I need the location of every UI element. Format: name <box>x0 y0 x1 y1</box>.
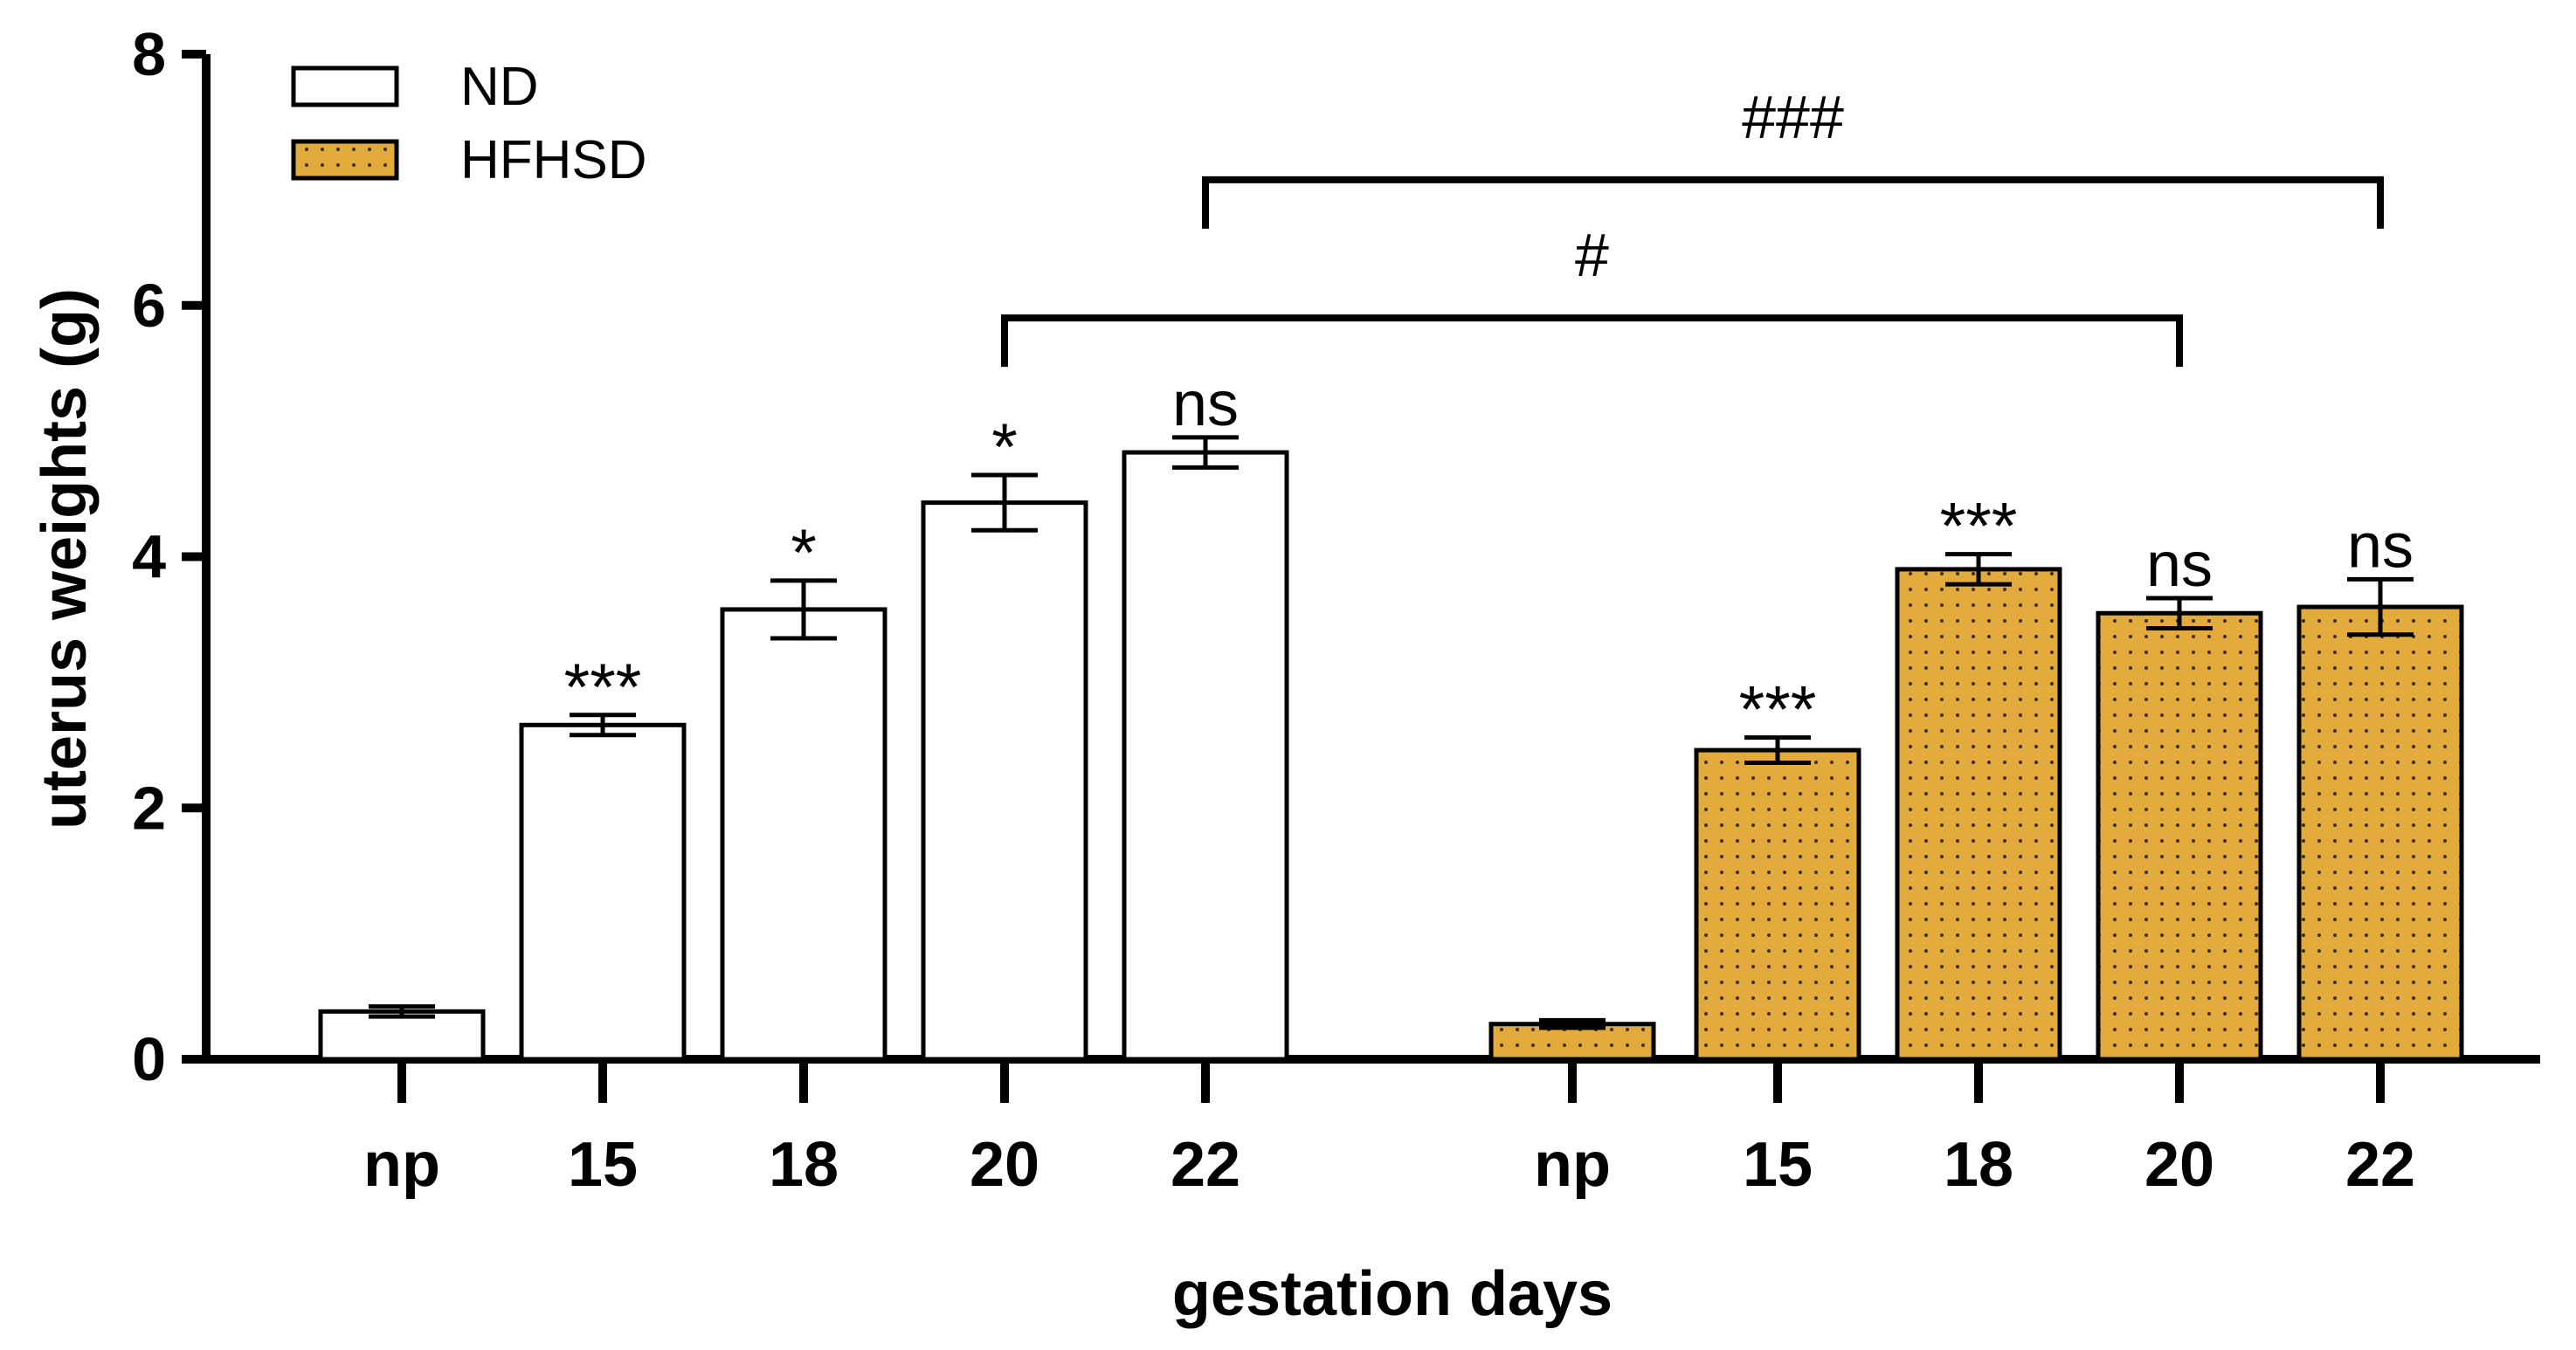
y-ticks: 0 2 4 6 8 <box>132 20 206 1093</box>
significance-label: * <box>991 410 1018 485</box>
bar-hfhsd-18 <box>1895 567 2062 1062</box>
x-tick-label: np <box>363 1130 440 1200</box>
legend-label-hfhsd: HFHSD <box>460 130 647 190</box>
bar-hfhsd-15 <box>1694 747 1861 1062</box>
y-tick-label: 0 <box>132 1025 166 1093</box>
comparison-bracket <box>1001 314 2183 368</box>
significance-label: ns <box>2347 511 2414 581</box>
x-tick-label: 22 <box>1171 1130 1240 1200</box>
y-tick-label: 6 <box>132 272 166 340</box>
x-tick-label: 20 <box>2144 1130 2214 1200</box>
significance-label: ns <box>1172 369 1239 439</box>
significance-label: *** <box>564 651 642 725</box>
significance-label: ns <box>2146 530 2213 600</box>
bar-hfhsd-20 <box>2096 610 2263 1062</box>
comparison-brackets: #### <box>1001 83 2384 368</box>
y-axis-label: uterus weights (g) <box>30 288 100 830</box>
bar-nd-np <box>318 1009 486 1062</box>
bar-nd-20 <box>921 500 1088 1062</box>
x-tick-label: 15 <box>568 1130 638 1200</box>
x-tick-label: 18 <box>1944 1130 2013 1200</box>
legend-label-nd: ND <box>460 57 539 117</box>
x-tick-label: 18 <box>769 1130 839 1200</box>
significance-label: *** <box>1940 490 2018 564</box>
bars: *****ns******ns ns <box>318 369 2464 1062</box>
significance-label: *** <box>1739 673 1817 747</box>
significance-label: * <box>791 516 817 590</box>
bar-nd-15 <box>519 722 687 1062</box>
bar-nd-22 <box>1122 450 1289 1062</box>
comparison-label: ### <box>1742 83 1844 151</box>
x-tick-label: 20 <box>970 1130 1039 1200</box>
legend: ND HFHSD <box>291 57 647 190</box>
x-tick-label: np <box>1534 1130 1611 1200</box>
x-tick-label: 22 <box>2345 1130 2415 1200</box>
x-axis-label: gestation days <box>1172 1259 1613 1329</box>
x-ticks: np 15 18 20 22 np 15 18 20 22 <box>363 1059 2415 1200</box>
legend-swatch-hfhsd <box>291 139 399 181</box>
y-tick-label: 2 <box>132 774 166 842</box>
y-tick-label: 4 <box>132 523 166 591</box>
legend-swatch-nd <box>291 65 399 107</box>
y-tick-label: 8 <box>132 20 166 88</box>
bar-nd-18 <box>720 607 887 1062</box>
comparison-bracket <box>1202 176 2384 229</box>
x-tick-label: 15 <box>1743 1130 1813 1200</box>
bar-hfhsd-22 <box>2296 604 2464 1062</box>
comparison-label: # <box>1575 221 1609 289</box>
